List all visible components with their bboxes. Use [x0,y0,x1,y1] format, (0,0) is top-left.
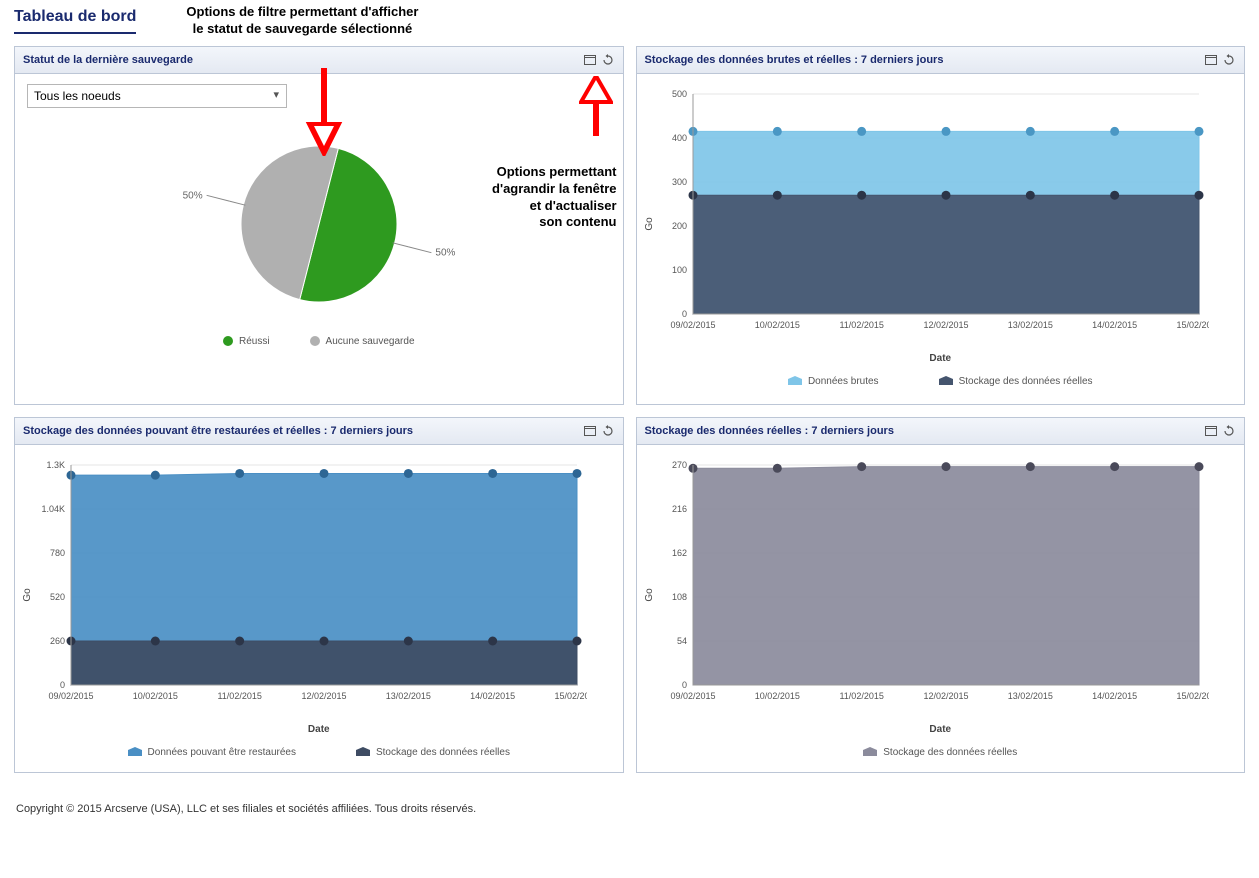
panel-backup-status: Statut de la dernière sauvegarde Tous le… [14,46,624,405]
svg-text:12/02/2015: 12/02/2015 [923,691,968,701]
panel-actual-only: Stockage des données réelles : 7 dernier… [636,417,1246,773]
svg-text:100: 100 [671,265,686,275]
svg-text:260: 260 [50,636,65,646]
area-chart: Go 02605207801.04K1.3K09/02/201510/02/20… [27,455,611,735]
panel-title: Stockage des données réelles : 7 dernier… [645,425,894,437]
area-chart: Go 05410816221627009/02/201510/02/201511… [649,455,1233,735]
annotation-window-options: Options permettantd'agrandir la fenêtree… [467,164,617,232]
svg-text:14/02/2015: 14/02/2015 [1092,320,1137,330]
panel-raw-vs-actual: Stockage des données brutes et réelles :… [636,46,1246,405]
svg-text:11/02/2015: 11/02/2015 [217,691,261,701]
svg-text:0: 0 [681,680,686,690]
svg-text:1.04K: 1.04K [41,504,65,514]
svg-text:500: 500 [671,89,686,99]
svg-text:0: 0 [60,680,65,690]
annotation-filter-options: Options de filtre permettant d'afficherl… [186,4,418,38]
svg-text:11/02/2015: 11/02/2015 [839,320,883,330]
annotation-arrow-down [301,68,347,156]
area-chart: Go 010020030040050009/02/201510/02/20151… [649,84,1233,364]
svg-text:14/02/2015: 14/02/2015 [1092,691,1137,701]
page-title: Tableau de bord [14,8,136,34]
svg-text:1.3K: 1.3K [46,460,65,470]
svg-text:13/02/2015: 13/02/2015 [1007,320,1052,330]
svg-text:0: 0 [681,309,686,319]
x-axis-label: Date [649,353,1233,364]
svg-text:09/02/2015: 09/02/2015 [48,691,93,701]
maximize-icon[interactable] [1204,53,1218,67]
maximize-icon[interactable] [1204,424,1218,438]
refresh-icon[interactable] [1222,424,1236,438]
svg-text:13/02/2015: 13/02/2015 [386,691,431,701]
svg-text:14/02/2015: 14/02/2015 [470,691,515,701]
svg-text:50%: 50% [182,190,202,201]
pie-legend: RéussiAucune sauvegarde [27,336,611,347]
svg-text:15/02/2015: 15/02/2015 [1176,691,1209,701]
copyright-text: Copyright © 2015 Arcserve (USA), LLC et … [14,797,1245,821]
refresh-icon[interactable] [601,53,615,67]
svg-text:54: 54 [676,636,686,646]
maximize-icon[interactable] [583,424,597,438]
svg-text:11/02/2015: 11/02/2015 [839,691,883,701]
panel-title: Stockage des données brutes et réelles :… [645,54,944,66]
x-axis-label: Date [27,724,611,735]
svg-text:09/02/2015: 09/02/2015 [670,320,715,330]
chart-legend: Données brutesStockage des données réell… [649,376,1233,387]
node-filter-select[interactable]: Tous les noeuds [27,84,287,108]
y-axis-label: Go [644,217,655,230]
svg-text:09/02/2015: 09/02/2015 [670,691,715,701]
svg-text:162: 162 [671,548,686,558]
svg-text:10/02/2015: 10/02/2015 [133,691,178,701]
svg-text:108: 108 [671,592,686,602]
svg-text:15/02/2015: 15/02/2015 [1176,320,1209,330]
chart-legend: Stockage des données réelles [649,747,1233,758]
svg-text:200: 200 [671,221,686,231]
svg-text:520: 520 [50,592,65,602]
panel-title: Stockage des données pouvant être restau… [23,425,413,437]
svg-text:216: 216 [671,504,686,514]
svg-text:13/02/2015: 13/02/2015 [1007,691,1052,701]
refresh-icon[interactable] [601,424,615,438]
svg-text:780: 780 [50,548,65,558]
svg-text:15/02/2015: 15/02/2015 [554,691,587,701]
refresh-icon[interactable] [1222,53,1236,67]
svg-text:50%: 50% [435,247,455,258]
svg-text:12/02/2015: 12/02/2015 [301,691,346,701]
panel-title: Statut de la dernière sauvegarde [23,54,193,66]
svg-text:10/02/2015: 10/02/2015 [754,691,799,701]
svg-text:12/02/2015: 12/02/2015 [923,320,968,330]
y-axis-label: Go [644,588,655,601]
x-axis-label: Date [649,724,1233,735]
panel-restorable-vs-actual: Stockage des données pouvant être restau… [14,417,624,773]
svg-text:270: 270 [671,460,686,470]
annotation-arrow-up [579,76,613,142]
svg-text:10/02/2015: 10/02/2015 [754,320,799,330]
maximize-icon[interactable] [583,53,597,67]
y-axis-label: Go [22,588,33,601]
chart-legend: Données pouvant être restauréesStockage … [27,747,611,758]
svg-text:300: 300 [671,177,686,187]
svg-text:400: 400 [671,133,686,143]
